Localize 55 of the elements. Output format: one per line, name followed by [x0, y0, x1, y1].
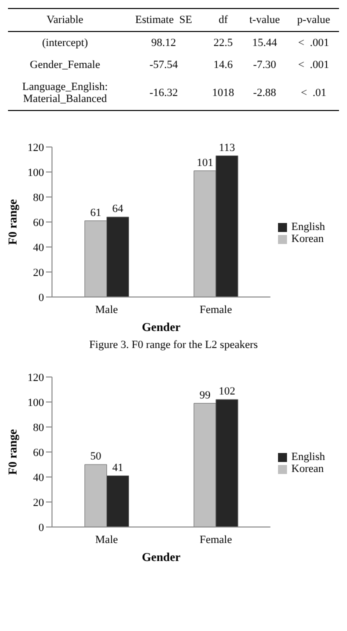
y-tick-label: 0	[38, 522, 44, 534]
data-label: 61	[90, 206, 102, 219]
text: Figure 3. F0 range for the L2 speakers	[88, 339, 259, 351]
x-tick-label: Female	[200, 304, 232, 316]
text: Gender_Female	[28, 58, 102, 73]
text: 22.5	[212, 36, 234, 51]
legend-label: Korean	[291, 233, 324, 245]
y-tick-label: 80	[33, 192, 44, 204]
y-tick-label: 20	[33, 496, 44, 509]
y-tick-label: 40	[33, 472, 44, 484]
text: < .001	[297, 36, 330, 51]
text: < .001	[297, 58, 330, 73]
text: Variable	[46, 13, 84, 28]
text: t-value	[248, 13, 281, 28]
text: p-value	[296, 13, 332, 28]
legend-label: English	[291, 221, 325, 233]
data-label: 50	[90, 450, 102, 462]
y-tick-label: 40	[33, 242, 44, 254]
x-tick-label: Male	[95, 534, 118, 546]
x-axis-title: Gender	[142, 550, 182, 564]
y-tick-label: 60	[33, 216, 44, 229]
text: Language_English: Material_Balanced	[21, 80, 109, 107]
text: -16.32	[148, 86, 179, 101]
data-label: 101	[196, 156, 214, 169]
y-axis-title: F0 range	[5, 198, 20, 245]
x-tick-label: Female	[200, 534, 232, 546]
text: 15.44	[251, 36, 278, 51]
data-label: 64	[112, 203, 124, 215]
y-tick-label: 100	[28, 396, 44, 409]
x-tick-label: Male	[95, 304, 118, 316]
text: (intercept)	[41, 36, 89, 51]
text: < .01	[300, 86, 328, 101]
data-label: 102	[218, 386, 236, 398]
x-axis-title: Gender	[142, 320, 182, 334]
text: 14.6	[212, 58, 234, 73]
y-tick-label: 80	[33, 422, 44, 434]
y-tick-label: 120	[28, 142, 44, 154]
y-tick-label: 60	[33, 446, 44, 459]
data-label: 113	[218, 142, 236, 154]
y-tick-label: 20	[33, 266, 44, 279]
text: 1018	[211, 86, 236, 101]
text: 98.12	[150, 36, 178, 51]
text: -2.88	[252, 86, 278, 101]
y-tick-label: 0	[38, 292, 44, 304]
text: Estimate SE	[134, 13, 194, 28]
y-tick-label: 120	[28, 372, 44, 384]
y-axis-title: F0 range	[5, 428, 20, 475]
y-tick-label: 100	[28, 166, 44, 179]
legend-label: Korean	[291, 463, 324, 475]
legend-label: English	[291, 451, 325, 463]
text: df	[218, 13, 229, 28]
text: -57.54	[148, 58, 179, 73]
text: -7.30	[252, 58, 278, 73]
data-label: 41	[112, 462, 124, 474]
data-label: 99	[199, 389, 211, 402]
